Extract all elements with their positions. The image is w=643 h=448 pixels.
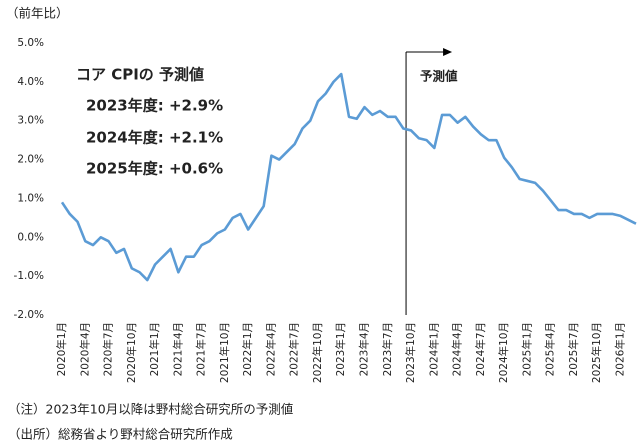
annotation: 2025年度: +0.6% bbox=[86, 160, 223, 178]
x-tick-label: 2025年7月 bbox=[567, 322, 580, 376]
x-tick-label: 2024年4月 bbox=[451, 322, 464, 376]
forecast-arrowhead bbox=[443, 48, 453, 56]
annotation-title: コア CPIの 予測値 bbox=[76, 66, 204, 84]
y-tick-label: 1.0% bbox=[17, 192, 44, 204]
x-tick-label: 2025年4月 bbox=[544, 322, 557, 376]
annotation: 2024年度: +2.1% bbox=[86, 129, 223, 147]
y-tick-label: 2.0% bbox=[17, 154, 44, 166]
x-tick-label: 2020年1月 bbox=[55, 322, 68, 376]
x-tick-label: 2022年7月 bbox=[288, 322, 301, 376]
x-tick-label: 2021年1月 bbox=[148, 322, 161, 376]
y-tick-label: 3.0% bbox=[17, 115, 44, 127]
x-tick-label: 2021年7月 bbox=[195, 322, 208, 376]
y-tick-label: 0.0% bbox=[17, 231, 44, 243]
x-tick-label: 2020年4月 bbox=[78, 322, 91, 376]
x-tick-label: 2020年7月 bbox=[102, 322, 115, 376]
x-tick-label: 2024年1月 bbox=[427, 322, 440, 376]
x-tick-label: 2024年7月 bbox=[474, 322, 487, 376]
x-tick-label: 2022年10月 bbox=[311, 322, 324, 383]
x-tick-label: 2026年1月 bbox=[613, 322, 626, 376]
y-tick-label: -1.0% bbox=[14, 270, 44, 282]
x-tick-label: 2025年10月 bbox=[590, 322, 603, 383]
x-tick-label: 2025年1月 bbox=[520, 322, 533, 376]
footnote: （注）2023年10月以降は野村総合研究所の予測値 bbox=[8, 402, 293, 417]
x-tick-label: 2023年4月 bbox=[358, 322, 371, 376]
x-tick-label: 2023年10月 bbox=[404, 322, 417, 383]
x-tick-label: 2022年1月 bbox=[241, 322, 254, 376]
x-tick-label: 2024年10月 bbox=[497, 322, 510, 383]
x-tick-label: 2020年10月 bbox=[125, 322, 138, 383]
x-tick-label: 2022年4月 bbox=[264, 322, 277, 376]
y-tick-label: -2.0% bbox=[14, 309, 44, 321]
data-line bbox=[60, 72, 637, 282]
y-axis-label: （前年比） bbox=[6, 6, 69, 21]
x-tick-label: 2023年1月 bbox=[334, 322, 347, 376]
footnote: （出所）総務省より野村総合研究所作成 bbox=[8, 427, 233, 442]
y-tick-label: 5.0% bbox=[17, 37, 44, 49]
x-tick-label: 2021年4月 bbox=[171, 322, 184, 376]
x-tick-label: 2021年10月 bbox=[218, 322, 231, 383]
y-tick-label: 4.0% bbox=[17, 76, 44, 88]
annotation: 2023年度: +2.9% bbox=[86, 97, 223, 115]
forecast-label: 予測値 bbox=[420, 69, 458, 84]
x-tick-label: 2023年7月 bbox=[381, 322, 394, 376]
